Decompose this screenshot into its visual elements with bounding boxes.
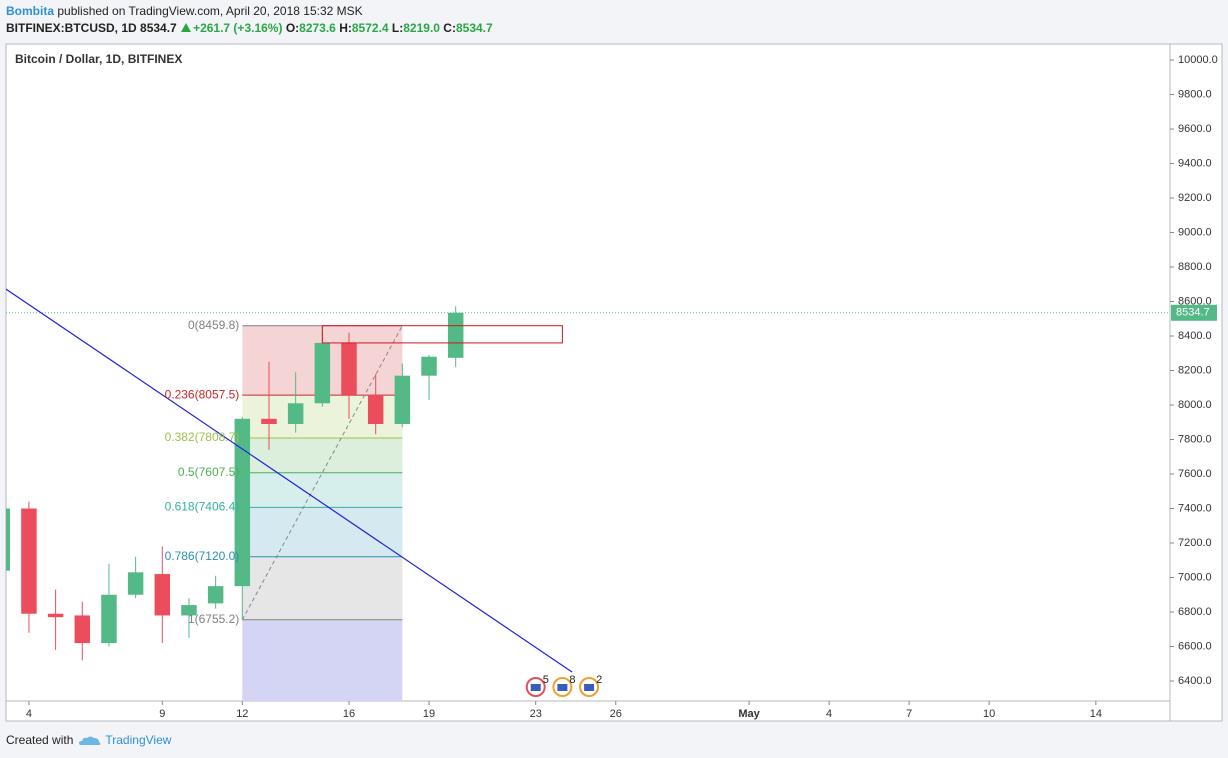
- rectangle-drawing: [321, 325, 563, 344]
- x-tick-label: 10: [983, 708, 995, 720]
- event-flag: [584, 684, 595, 691]
- symbol: BITFINEX:BTCUSD, 1D: [6, 21, 137, 35]
- y-tick-label: 7400.0: [1178, 502, 1212, 514]
- y-tick-label: 8400.0: [1178, 330, 1212, 342]
- chart: Bitcoin / Dollar, 1D, BITFINEX 6400.0 660…: [5, 43, 1223, 722]
- candle-body: [47, 613, 64, 618]
- fib-label: 0.236(8057.5): [165, 387, 240, 401]
- y-tick-label: 9800.0: [1178, 88, 1212, 100]
- change: +261.7 (+3.16%): [193, 21, 283, 35]
- close-value: 8534.7: [455, 21, 493, 35]
- symbol-line: BITFINEX:BTCUSD, 1D 8534.7 +261.7 (+3.16…: [6, 21, 493, 35]
- close-label: C:: [443, 21, 456, 35]
- x-tick-label: 16: [343, 708, 355, 720]
- candle-body: [181, 605, 197, 616]
- open-value: 8273.6: [299, 21, 336, 35]
- candle-body: [21, 508, 37, 614]
- y-tick-label: 9000.0: [1178, 226, 1212, 238]
- candle-body: [314, 342, 331, 404]
- y-tick-label: 8000.0: [1178, 399, 1212, 411]
- last-price-label: 8534.7: [1176, 307, 1210, 319]
- last-price-box: [1171, 304, 1217, 321]
- x-tick-label: 4: [26, 708, 32, 720]
- high-label: H:: [339, 21, 352, 35]
- y-tick-label: 8600.0: [1178, 295, 1212, 307]
- footer: Created with TradingView: [6, 733, 171, 747]
- candle-body: [447, 312, 464, 358]
- footer-text: Created with: [6, 733, 74, 747]
- y-tick-label: 6400.0: [1178, 675, 1212, 687]
- fib-label: 0.618(7406.4): [165, 500, 240, 514]
- x-tick-label: 19: [423, 708, 435, 720]
- candle-body: [341, 342, 357, 395]
- brand[interactable]: TradingView: [105, 733, 172, 747]
- event-flag: [530, 684, 541, 691]
- event-count: 5: [543, 674, 549, 686]
- fib-zone: [242, 556, 403, 620]
- y-tick-label: 7600.0: [1178, 468, 1212, 480]
- header-line: Bombita published on TradingView.com, Ap…: [6, 4, 363, 18]
- x-tick-label: 12: [236, 708, 248, 720]
- last: 8534.7: [140, 21, 177, 35]
- y-tick-label: 9200.0: [1178, 192, 1212, 204]
- fib-label: 1(6755.2): [188, 612, 239, 626]
- candle-body: [74, 615, 91, 644]
- candle-body: [394, 375, 411, 424]
- candle-body: [154, 574, 171, 616]
- up-arrow: [181, 23, 192, 32]
- published: published on TradingView.com, April 20, …: [57, 4, 363, 18]
- low-label: L:: [391, 21, 404, 35]
- event-count: 2: [596, 674, 602, 686]
- x-tick-label: 23: [530, 708, 542, 720]
- fib-zone: [242, 438, 403, 473]
- candle-body: [6, 508, 10, 571]
- x-tick-label: 4: [826, 708, 832, 720]
- open-label: O:: [285, 21, 300, 35]
- candle-body: [127, 572, 144, 595]
- chart-frame: [5, 43, 1223, 722]
- x-tick-label: 7: [906, 708, 912, 720]
- x-tick-label: 14: [1090, 708, 1102, 720]
- fib-zone: [242, 472, 403, 508]
- fib-label: 0.382(7808.7): [165, 430, 240, 444]
- candle-body: [287, 403, 304, 424]
- fib-zone: [242, 619, 403, 701]
- chart-title: Bitcoin / Dollar, 1D, BITFINEX: [15, 52, 182, 66]
- fib-label: 0.5(7607.5): [178, 465, 239, 479]
- x-tick-label: 26: [610, 708, 622, 720]
- candle-body: [207, 586, 224, 604]
- candle-body: [234, 418, 251, 587]
- event-flag: [557, 684, 568, 691]
- plot: [6, 288, 1170, 701]
- y-tick-label: 9400.0: [1178, 157, 1212, 169]
- candle-body: [367, 394, 384, 424]
- y-tick-label: 7000.0: [1178, 571, 1212, 583]
- event-count: 8: [569, 674, 575, 686]
- y-tick-label: 7800.0: [1178, 433, 1212, 445]
- y-tick-label: 8800.0: [1178, 261, 1212, 273]
- candle-body: [261, 418, 277, 424]
- logo: [79, 736, 101, 745]
- fib-label: 0.786(7120.0): [165, 549, 240, 563]
- y-tick-label: 8200.0: [1178, 364, 1212, 376]
- y-tick-label: 9600.0: [1178, 123, 1212, 135]
- y-tick-label: 10000.0: [1178, 54, 1218, 66]
- high-value: 8572.4: [351, 21, 389, 35]
- candle-body: [421, 356, 437, 376]
- trend-line: [6, 288, 573, 673]
- candle-body: [101, 594, 117, 644]
- x-tick-label: 9: [159, 708, 165, 720]
- y-tick-label: 6600.0: [1178, 640, 1212, 652]
- y-tick-label: 6800.0: [1178, 606, 1212, 618]
- fib-zone: [242, 507, 403, 557]
- fib-label: 0(8459.8): [188, 318, 239, 332]
- author[interactable]: Bombita: [6, 4, 54, 18]
- x-tick-label: May: [738, 708, 760, 720]
- low-value: 8219.0: [403, 21, 440, 35]
- y-tick-label: 7200.0: [1178, 537, 1212, 549]
